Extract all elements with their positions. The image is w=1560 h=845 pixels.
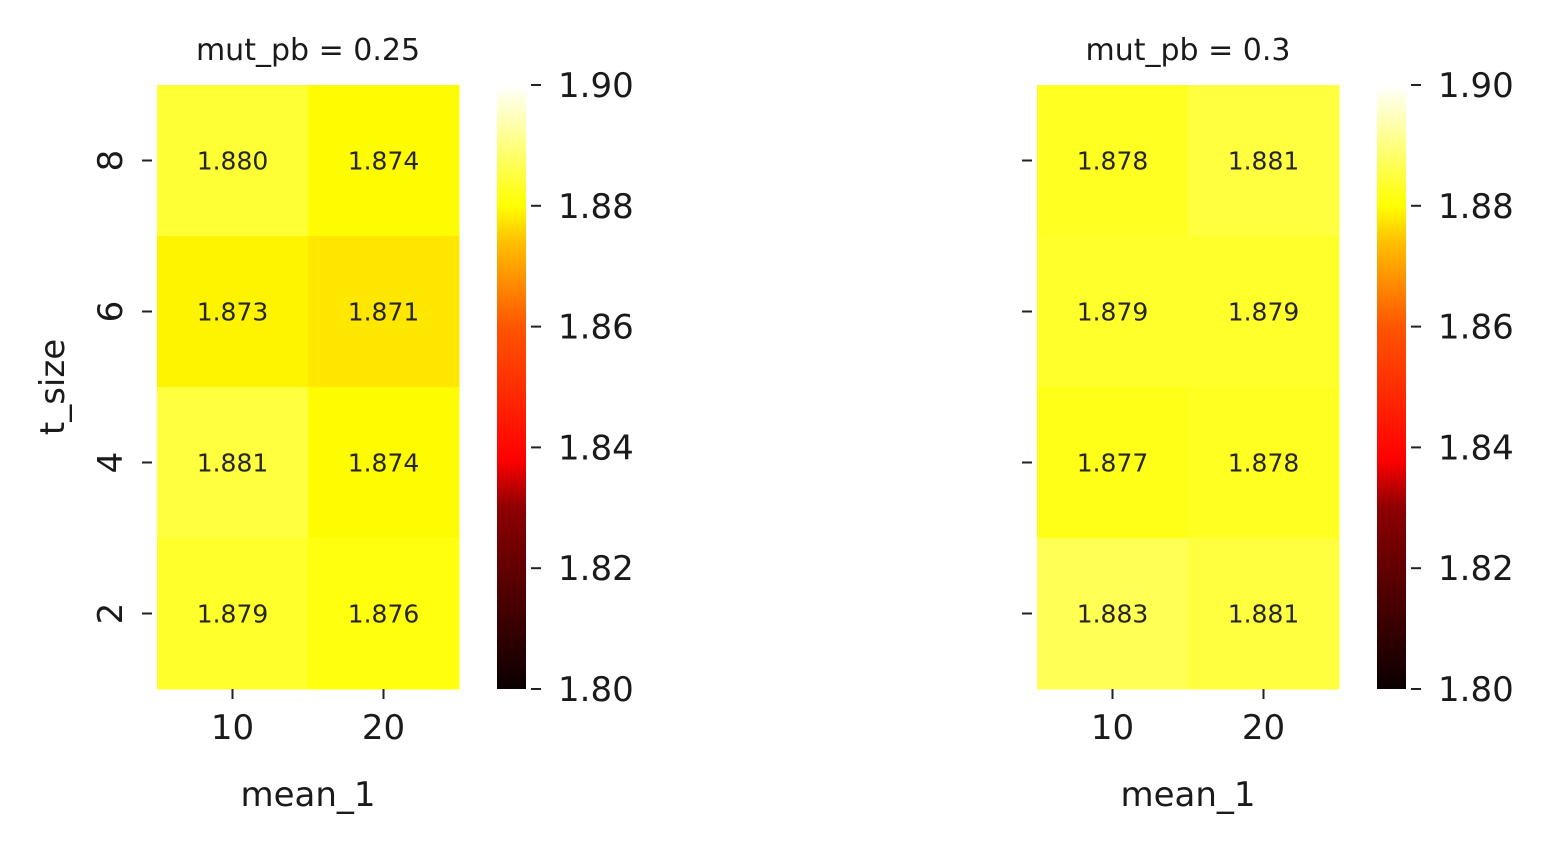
heatmap-cell: [1188, 85, 1340, 237]
colorbar: [1377, 85, 1406, 689]
colorbar-tick-label: 1.90: [558, 66, 634, 106]
colorbar-tick-label: 1.86: [558, 308, 634, 348]
heatmap-cell: [1037, 236, 1189, 388]
heatmap-cell: [1188, 387, 1340, 539]
cell-annotation: 1.874: [348, 449, 420, 478]
cell-annotation: 1.879: [197, 600, 269, 629]
colorbar-tick-label: 1.82: [1438, 549, 1514, 589]
colorbar-tick-label: 1.86: [1438, 308, 1514, 348]
cell-annotation: 1.878: [1077, 147, 1149, 176]
y-tick-label: 2: [91, 603, 131, 625]
colorbar-tick-label: 1.82: [558, 549, 634, 589]
heatmap-cell: [157, 85, 309, 237]
heatmap-panel-2: mut_pb = 0.3 1.878 1.881 1.879 1.879 1.877 1.8…: [1022, 33, 1514, 815]
heatmap-panel-1: mut_pb = 0.25 1.880 1.874 1.873 1.871 1.881 1.…: [33, 33, 634, 815]
heatmap-cell: [157, 538, 309, 690]
heatmap-cell: [308, 85, 460, 237]
cell-annotation: 1.881: [197, 449, 269, 478]
colorbar-tick-label: 1.88: [558, 187, 634, 227]
x-tick-label: 10: [211, 708, 254, 748]
heatmap-cell: [308, 387, 460, 539]
colorbar-tick-label: 1.80: [1438, 670, 1514, 710]
cell-annotation: 1.881: [1228, 600, 1300, 629]
heatmap-cell: [308, 538, 460, 690]
x-tick-label: 10: [1091, 708, 1134, 748]
cell-annotation: 1.871: [348, 298, 420, 327]
cell-annotation: 1.881: [1228, 147, 1300, 176]
y-tick-label: 8: [91, 150, 131, 172]
heatmap-cell: [308, 236, 460, 388]
cell-annotation: 1.877: [1077, 449, 1149, 478]
x-axis-label: mean_1: [240, 775, 375, 815]
panel-title: mut_pb = 0.3: [1085, 33, 1290, 68]
y-tick-label: 6: [91, 301, 131, 323]
colorbar-tick-label: 1.84: [1438, 428, 1514, 468]
cell-annotation: 1.873: [197, 298, 269, 327]
cell-annotation: 1.876: [348, 600, 420, 629]
x-tick-label: 20: [362, 708, 405, 748]
panel-title: mut_pb = 0.25: [196, 33, 420, 68]
heatmap-cell: [1037, 538, 1189, 690]
y-axis-label: t_size: [33, 339, 73, 435]
heatmap-cell: [1037, 85, 1189, 237]
colorbar-tick-label: 1.80: [558, 670, 634, 710]
heatmap-cell: [1188, 236, 1340, 388]
x-axis-label: mean_1: [1120, 775, 1255, 815]
colorbar-tick-label: 1.90: [1438, 66, 1514, 106]
cell-annotation: 1.878: [1228, 449, 1300, 478]
y-tick-label: 4: [91, 452, 131, 474]
cell-annotation: 1.874: [348, 147, 420, 176]
heatmap-cell: [1188, 538, 1340, 690]
cell-annotation: 1.879: [1077, 298, 1149, 327]
cell-annotation: 1.883: [1077, 600, 1149, 629]
colorbar: [497, 85, 526, 689]
heatmap-cell: [1037, 387, 1189, 539]
heatmap-cell: [157, 387, 309, 539]
x-tick-label: 20: [1242, 708, 1285, 748]
colorbar-tick-label: 1.88: [1438, 187, 1514, 227]
colorbar-tick-label: 1.84: [558, 428, 634, 468]
cell-annotation: 1.880: [197, 147, 269, 176]
cell-annotation: 1.879: [1228, 298, 1300, 327]
heatmap-cell: [157, 236, 309, 388]
